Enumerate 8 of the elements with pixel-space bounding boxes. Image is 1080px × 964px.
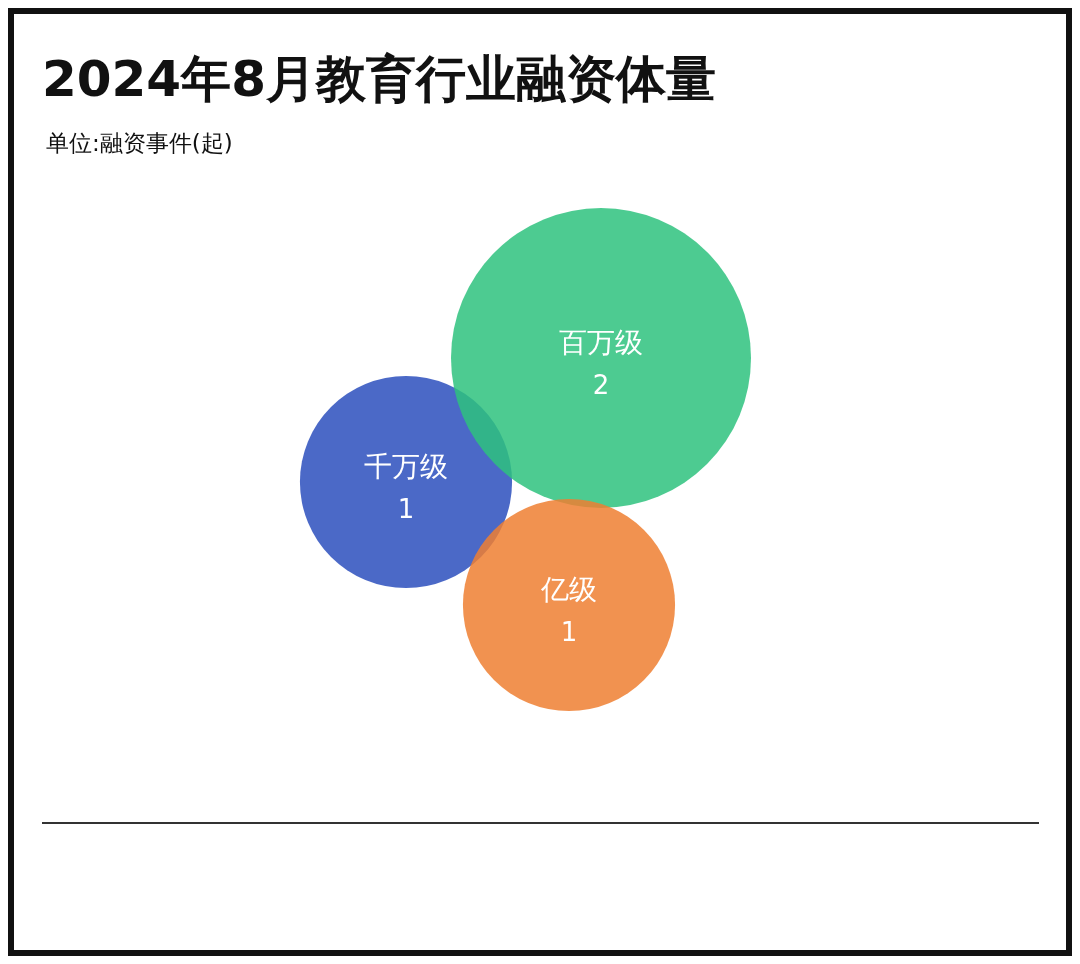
category-label: 千万级 bbox=[364, 450, 448, 483]
text: 单位:融资事件(起) bbox=[46, 130, 233, 156]
data-label: 1 bbox=[560, 617, 578, 647]
data-label: 2 bbox=[592, 370, 610, 400]
data-label: 1 bbox=[397, 494, 415, 524]
text: 2024年8月教育行业融资体量 bbox=[42, 50, 716, 108]
category-label: 亿级 bbox=[540, 573, 597, 606]
category-label: 百万级 bbox=[559, 326, 643, 359]
